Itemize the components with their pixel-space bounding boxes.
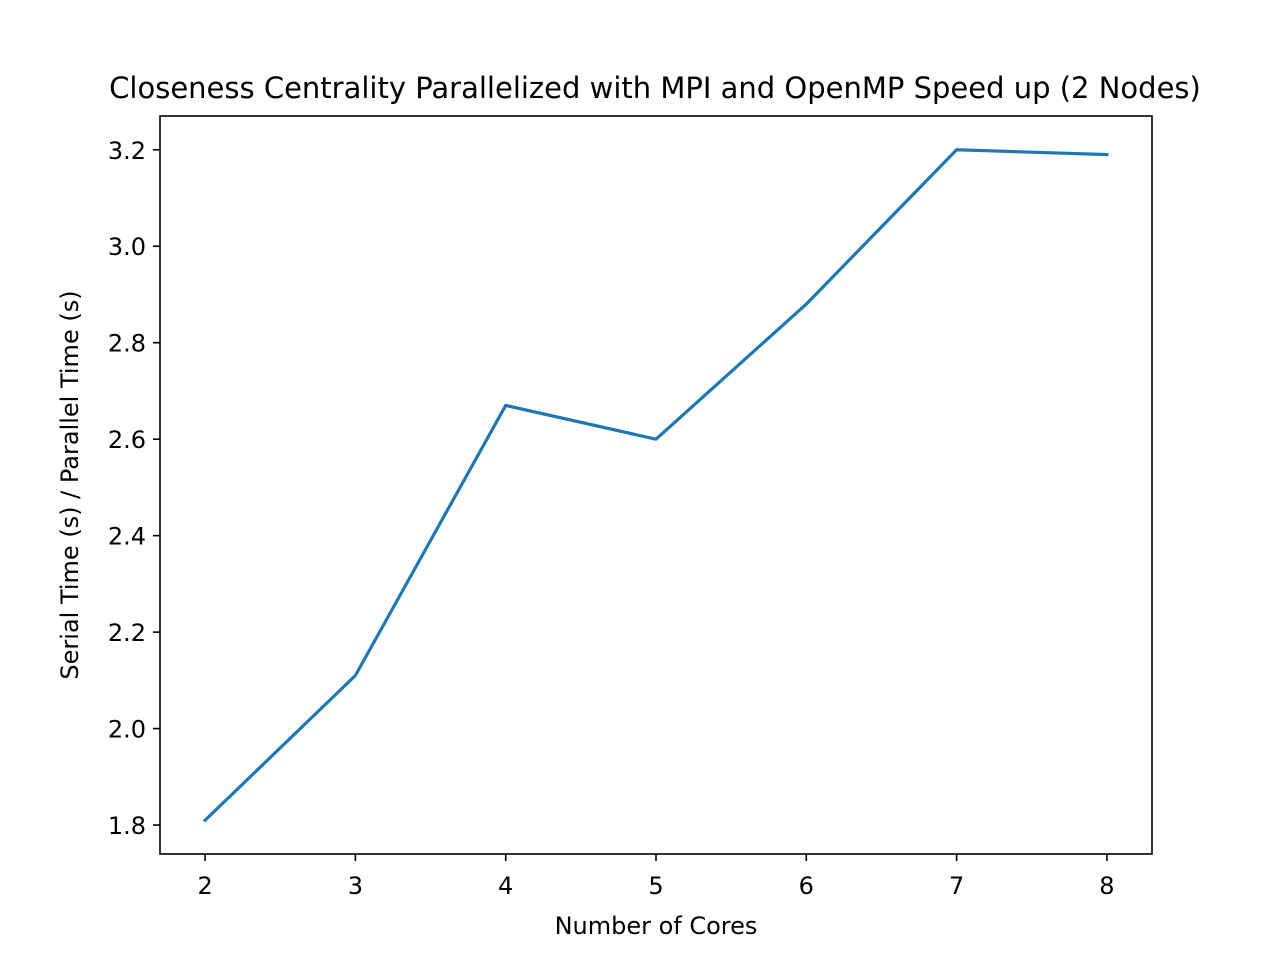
y-axis: 1.8 2.0 2.2 2.4 2.6 2.8 3.0 3.2 <box>108 137 160 840</box>
series-line <box>202 148 1109 823</box>
y-axis-label: Serial Time (s) / Parallel Time (s) <box>56 290 84 679</box>
x-axis-label: Number of Cores <box>555 912 758 940</box>
x-tick-label: 7 <box>949 872 964 900</box>
x-tick-label: 4 <box>498 872 513 900</box>
x-tick-label: 5 <box>648 872 663 900</box>
plot-area <box>202 148 1109 823</box>
y-tick-label: 2.4 <box>108 523 146 551</box>
y-tick-label: 2.2 <box>108 619 146 647</box>
y-tick-label: 2.0 <box>108 716 146 744</box>
y-tick-label: 2.8 <box>108 330 146 358</box>
chart-title: Closeness Centrality Parallelized with M… <box>109 71 1201 105</box>
y-tick-label: 3.0 <box>108 233 146 261</box>
x-tick-label: 6 <box>799 872 814 900</box>
x-tick-label: 3 <box>348 872 363 900</box>
axes-frame <box>159 115 1153 855</box>
y-tick-label: 2.6 <box>108 426 146 454</box>
x-tick-label: 2 <box>197 872 212 900</box>
y-tick-label: 3.2 <box>108 137 146 165</box>
y-tick-label: 1.8 <box>108 812 146 840</box>
x-tick-label: 8 <box>1099 872 1114 900</box>
x-axis: 2 3 4 5 6 7 8 <box>197 854 1115 900</box>
